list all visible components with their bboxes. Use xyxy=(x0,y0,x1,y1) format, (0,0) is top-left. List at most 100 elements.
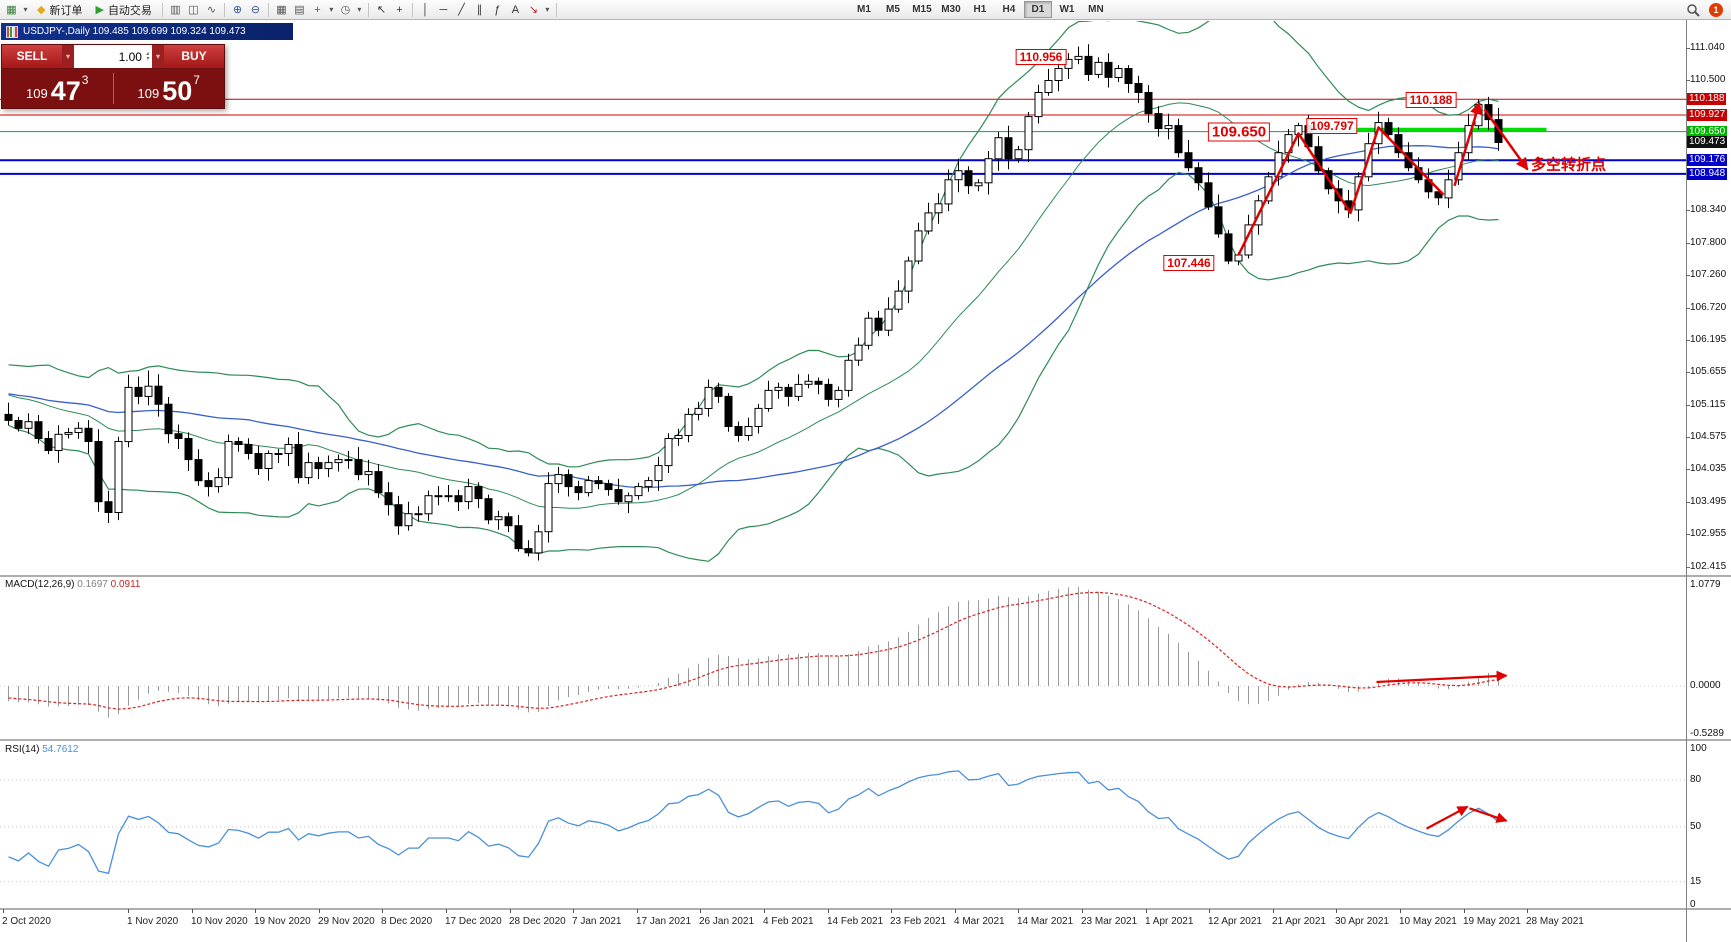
price-axis-label: 102.415 xyxy=(1690,561,1727,572)
line-chart-icon[interactable]: ∿ xyxy=(206,3,217,16)
indicators-add-icon[interactable]: + xyxy=(314,3,321,16)
price-axis-tick xyxy=(1686,275,1690,276)
price-axis-label: 103.495 xyxy=(1690,496,1727,507)
timeframe-mn-button[interactable]: MN xyxy=(1088,4,1104,15)
rsi-axis-label: 80 xyxy=(1690,774,1702,785)
panel-separator-dates xyxy=(0,908,1731,910)
notification-badge[interactable]: 1 xyxy=(1709,3,1723,17)
sell-options-caret-icon[interactable]: ▾ xyxy=(62,45,74,68)
toolbar-separator xyxy=(161,2,163,17)
fibonacci-tool-icon[interactable]: ƒ xyxy=(494,3,501,16)
volume-input[interactable]: 1.00 ▴ ▾ xyxy=(74,45,152,68)
toolbar-separator xyxy=(411,2,413,17)
sell-price[interactable]: 109 47 3 xyxy=(2,69,113,108)
panel-separator-macd[interactable] xyxy=(0,575,1731,577)
panel-separator-rsi[interactable] xyxy=(0,739,1731,741)
date-axis-tick xyxy=(1273,909,1274,913)
timeframe-d1-button[interactable]: D1 xyxy=(1023,1,1052,18)
timeframe-switcher: M1 M5 M15 M30 H1 H4 D1 W1 MN xyxy=(850,1,1110,18)
arrow-objects-tool-icon[interactable]: ↘ xyxy=(528,3,539,16)
timeframe-m1-button[interactable]: M1 xyxy=(856,4,871,15)
trendline-tool-icon[interactable]: ╱ xyxy=(458,3,465,16)
sell-button[interactable]: SELL xyxy=(2,45,62,68)
date-axis-label: 28 May 2021 xyxy=(1526,916,1584,927)
price-annotation[interactable]: 110.956 xyxy=(1015,49,1067,65)
rsi-axis-label: 100 xyxy=(1690,743,1707,754)
buy-button[interactable]: BUY xyxy=(164,45,224,68)
price-axis-label: 102.955 xyxy=(1690,528,1727,539)
channel-tool-icon[interactable]: ∥ xyxy=(476,3,483,16)
dropdown-caret-icon[interactable]: ▾ xyxy=(329,5,334,14)
date-axis-tick xyxy=(1082,909,1083,913)
new-chart-icon[interactable]: ▦ xyxy=(6,3,17,16)
date-axis-tick xyxy=(573,909,574,913)
date-axis-label: 1 Apr 2021 xyxy=(1145,916,1194,927)
vertical-line-tool-icon[interactable]: │ xyxy=(422,3,429,16)
date-axis-label: 29 Nov 2020 xyxy=(318,916,375,927)
price-axis-tick xyxy=(1686,48,1690,49)
price-axis-label: 107.800 xyxy=(1690,237,1727,248)
macd-main-value: 0.1697 xyxy=(77,579,108,590)
chart-window-title[interactable]: USDJPY-,Daily 109.485 109.699 109.324 10… xyxy=(1,23,293,40)
price-annotation[interactable]: 109.797 xyxy=(1306,118,1358,134)
price-axis-tick xyxy=(1686,372,1690,373)
arrange-windows-icon[interactable]: ▤ xyxy=(294,3,305,16)
date-axis-label: 12 Apr 2021 xyxy=(1208,916,1262,927)
timeframe-m30-button[interactable]: M30 xyxy=(941,4,961,15)
autotrade-button[interactable]: ▶ 自动交易 xyxy=(89,2,157,18)
date-axis-label: 17 Dec 2020 xyxy=(445,916,502,927)
rsi-axis-label: 50 xyxy=(1690,821,1702,832)
zoom-out-icon[interactable]: ⊖ xyxy=(250,3,261,16)
text-tool-icon[interactable]: A xyxy=(511,3,520,16)
price-axis-tick xyxy=(1686,80,1690,81)
date-axis-label: 1 Nov 2020 xyxy=(127,916,179,927)
macd-axis-label: 1.0779 xyxy=(1690,579,1721,590)
price-axis-tick xyxy=(1686,437,1690,438)
price-axis-label: 109.927 xyxy=(1687,109,1728,121)
toolbar-separator xyxy=(555,2,557,17)
horizontal-line-tool-icon[interactable]: ─ xyxy=(439,3,448,16)
price-axis-label: 105.655 xyxy=(1690,366,1727,377)
volume-stepper[interactable]: ▴ ▾ xyxy=(145,50,149,62)
price-annotation[interactable]: 109.650 xyxy=(1207,122,1271,142)
dropdown-caret-icon[interactable]: ▾ xyxy=(357,5,362,14)
buy-price-sup: 7 xyxy=(193,73,200,87)
date-axis-label: 10 Nov 2020 xyxy=(191,916,248,927)
dropdown-caret-icon[interactable]: ▾ xyxy=(545,5,550,14)
date-axis-tick xyxy=(1464,909,1465,913)
date-axis-tick xyxy=(700,909,701,913)
zoom-in-icon[interactable]: ⊕ xyxy=(232,3,243,16)
buy-price[interactable]: 109 50 7 xyxy=(114,69,225,108)
timeframe-h1-button[interactable]: H1 xyxy=(973,4,987,15)
stepper-up-icon[interactable]: ▴ xyxy=(145,50,149,57)
search-icon[interactable] xyxy=(1686,3,1700,17)
one-click-trading-panel: SELL ▾ 1.00 ▴ ▾ ▾ BUY 109 47 3 109 50 7 xyxy=(1,44,225,109)
toolbar-icon-strip: ▦ ▾ ◆ 新订单 ▶ 自动交易 ▥ ◫ ∿ ⊕ ⊖ ▦ ▤ + ▾ ◷ ▾ ↖ + │ ─ ╱ ∥ ƒ A ↘ ▾ xyxy=(3,2,560,18)
tile-windows-icon[interactable]: ▦ xyxy=(276,3,287,16)
date-axis-label: 23 Mar 2021 xyxy=(1081,916,1138,927)
timeframe-w1-button[interactable]: W1 xyxy=(1059,4,1075,15)
price-annotation[interactable]: 107.446 xyxy=(1163,255,1215,271)
price-annotation[interactable]: 110.188 xyxy=(1405,92,1457,108)
bar-chart-icon[interactable]: ▥ xyxy=(170,3,181,16)
date-axis-label: 4 Feb 2021 xyxy=(763,916,814,927)
price-scale-axis-line[interactable] xyxy=(1686,20,1687,942)
toolbar: ▦ ▾ ◆ 新订单 ▶ 自动交易 ▥ ◫ ∿ ⊕ ⊖ ▦ ▤ + ▾ ◷ ▾ ↖ + │ ─ ╱ ∥ ƒ A ↘ ▾ M1 M5 M15… xyxy=(0,0,1731,20)
timeframes-clock-icon[interactable]: ◷ xyxy=(340,3,351,16)
turning-point-label[interactable]: 多空转折点 xyxy=(1531,156,1607,174)
toolbar-separator xyxy=(267,2,269,17)
buy-options-caret-icon[interactable]: ▾ xyxy=(152,45,164,68)
new-order-button[interactable]: ◆ 新订单 xyxy=(31,2,88,18)
stepper-down-icon[interactable]: ▾ xyxy=(145,55,149,62)
date-axis-label: 8 Dec 2020 xyxy=(381,916,433,927)
timeframe-m5-button[interactable]: M5 xyxy=(885,4,900,15)
cursor-icon[interactable]: ↖ xyxy=(376,3,387,16)
date-axis-tick xyxy=(1209,909,1210,913)
timeframe-h4-button[interactable]: H4 xyxy=(1002,4,1016,15)
price-axis-label: 108.340 xyxy=(1690,204,1727,215)
timeframe-m15-button[interactable]: M15 xyxy=(912,4,932,15)
dropdown-caret-icon[interactable]: ▾ xyxy=(23,5,28,14)
crosshair-icon[interactable]: + xyxy=(396,3,403,16)
candlestick-chart-icon[interactable]: ◫ xyxy=(188,3,199,16)
date-axis-label: 28 Dec 2020 xyxy=(509,916,566,927)
